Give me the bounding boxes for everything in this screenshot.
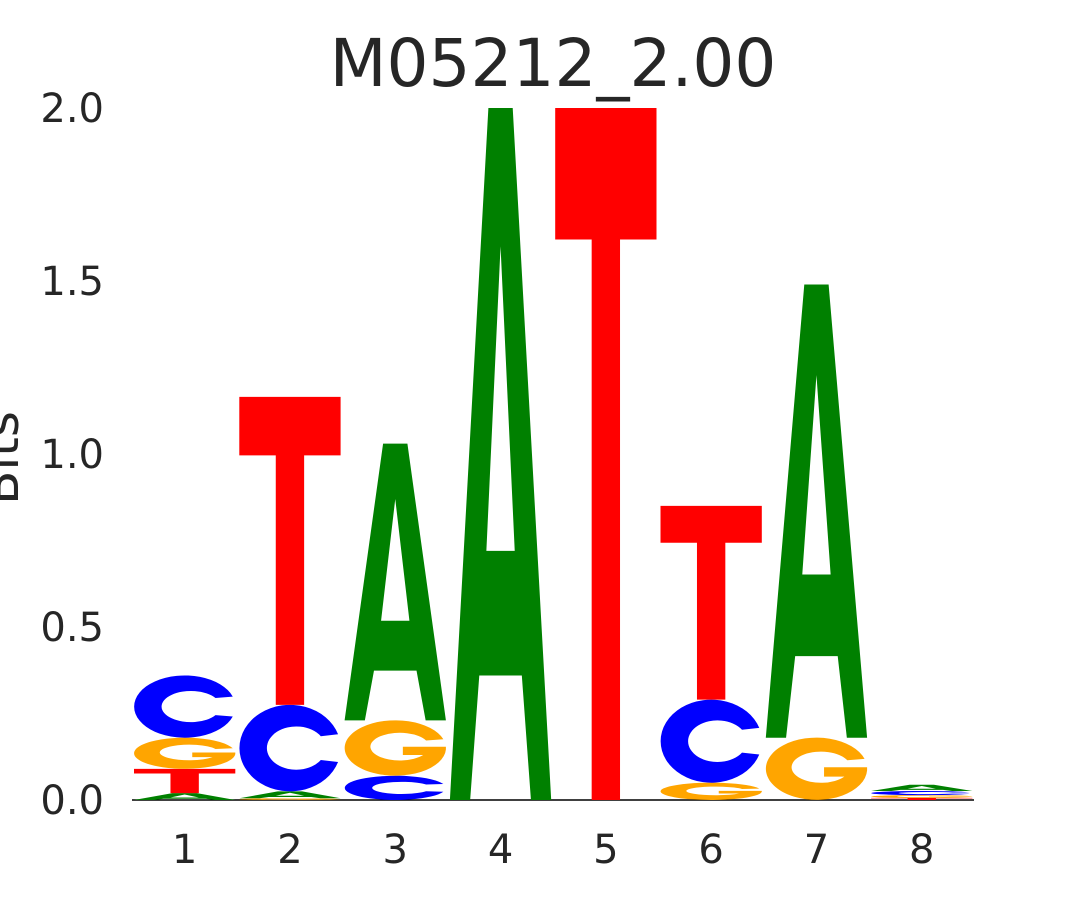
logo-letter-A-pos-7	[765, 284, 868, 738]
logo-letter-C-pos-8	[871, 791, 970, 796]
logo-letter-C-pos-3	[344, 775, 444, 801]
logo-letter-A-pos-1	[134, 793, 236, 800]
x-tick-label: 5	[593, 827, 618, 873]
logo-letter-T-pos-5	[555, 108, 657, 800]
y-tick-label: 1.5	[40, 259, 104, 305]
logo-letter-A-pos-4	[449, 108, 552, 800]
x-tick-label: 3	[383, 827, 408, 873]
chart-title: M05212_2.00	[330, 25, 777, 102]
logo-letter-G-pos-7	[765, 737, 868, 800]
logo-letter-T-pos-8	[871, 797, 973, 800]
x-tick-label: 7	[804, 827, 829, 873]
logo-letter-A-pos-3	[344, 443, 446, 721]
x-tick-label: 1	[172, 827, 197, 873]
y-tick-label: 2.0	[40, 86, 104, 132]
logo-letter-G-pos-2	[239, 798, 341, 800]
x-tick-label: 2	[277, 827, 302, 873]
y-tick-label: 0.5	[40, 605, 104, 651]
x-tick-label: 8	[909, 827, 934, 873]
logo-letter-T-pos-6	[660, 505, 762, 700]
logo-letter-G-pos-6	[660, 782, 762, 800]
logo-letter-C-pos-6	[660, 699, 760, 783]
logo-letter-C-pos-2	[239, 704, 339, 792]
logo-letter-G-pos-8	[871, 795, 973, 798]
logo-letter-T-pos-2	[239, 396, 341, 705]
logo-letter-T-pos-1	[134, 768, 236, 794]
x-axis-ticks: 1 2 3 4 5 6 7 8	[172, 827, 935, 873]
x-tick-label: 4	[488, 827, 513, 873]
x-tick-label: 6	[698, 827, 723, 873]
y-tick-label: 1.0	[40, 432, 104, 478]
logo-letter-C-pos-1	[134, 675, 233, 738]
y-axis-ticks: 0.0 0.5 1.0 1.5 2.0	[40, 86, 104, 824]
logo-letter-G-pos-3	[344, 720, 446, 776]
logo-letters	[134, 108, 973, 801]
y-tick-label: 0.0	[40, 778, 104, 824]
logo-letter-A-pos-8	[871, 784, 973, 791]
y-axis-label: Bits	[0, 411, 30, 505]
logo-letter-G-pos-1	[134, 737, 236, 769]
logo-letter-A-pos-2	[239, 791, 341, 799]
